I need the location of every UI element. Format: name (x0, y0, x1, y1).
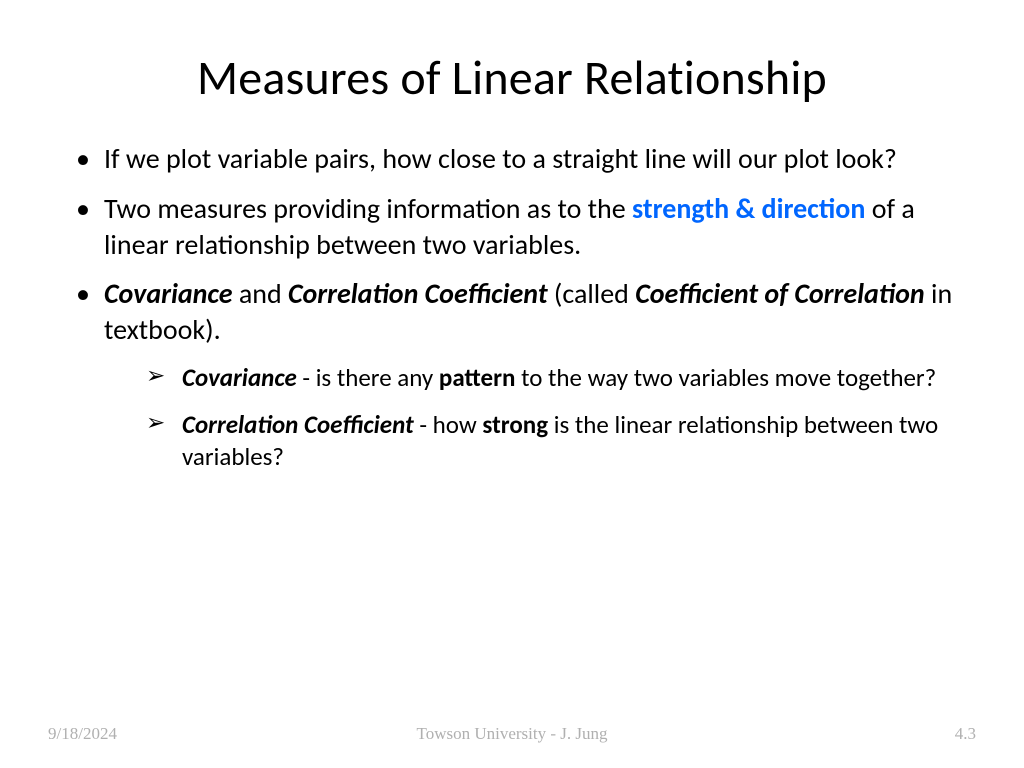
bullet-text: If we plot variable pairs, how close to … (104, 141, 897, 176)
term: Covariance (104, 276, 233, 311)
slide-footer: 9/18/2024 Towson University - J. Jung 4.… (0, 724, 1024, 744)
bullet-item: If we plot variable pairs, how close to … (68, 141, 956, 177)
slide: Measures of Linear Relationship If we pl… (0, 0, 1024, 768)
bullet-text: - how (414, 409, 483, 440)
footer-date: 9/18/2024 (48, 724, 117, 744)
sub-bullet-item: Covariance - is there any pattern to the… (104, 362, 956, 395)
term: Covariance (182, 362, 297, 393)
bullet-item: Covariance and Correlation Coefficient (… (68, 276, 956, 473)
term: Correlation Coefficient (288, 276, 548, 311)
term: Correlation Coefficient (182, 409, 414, 440)
highlight-text: strength & direction (632, 191, 865, 226)
bullet-text: Two measures providing information as to… (104, 191, 632, 226)
footer-page: 4.3 (955, 724, 976, 744)
bullet-list: If we plot variable pairs, how close to … (68, 141, 956, 474)
sub-bullet-list: Covariance - is there any pattern to the… (104, 362, 956, 474)
bullet-text: (called (548, 276, 636, 311)
sub-bullet-item: Correlation Coefficient - how strong is … (104, 409, 956, 474)
bullet-text: - is there any (297, 362, 439, 393)
term: Coefficient of Correlation (635, 276, 924, 311)
bullet-item: Two measures providing information as to… (68, 191, 956, 263)
bullet-text: and (233, 276, 289, 311)
bullet-text: to the way two variables move together? (515, 362, 936, 393)
slide-title: Measures of Linear Relationship (68, 48, 956, 107)
emph: strong (482, 409, 548, 440)
footer-author: Towson University - J. Jung (416, 724, 607, 744)
emph: pattern (439, 362, 516, 393)
